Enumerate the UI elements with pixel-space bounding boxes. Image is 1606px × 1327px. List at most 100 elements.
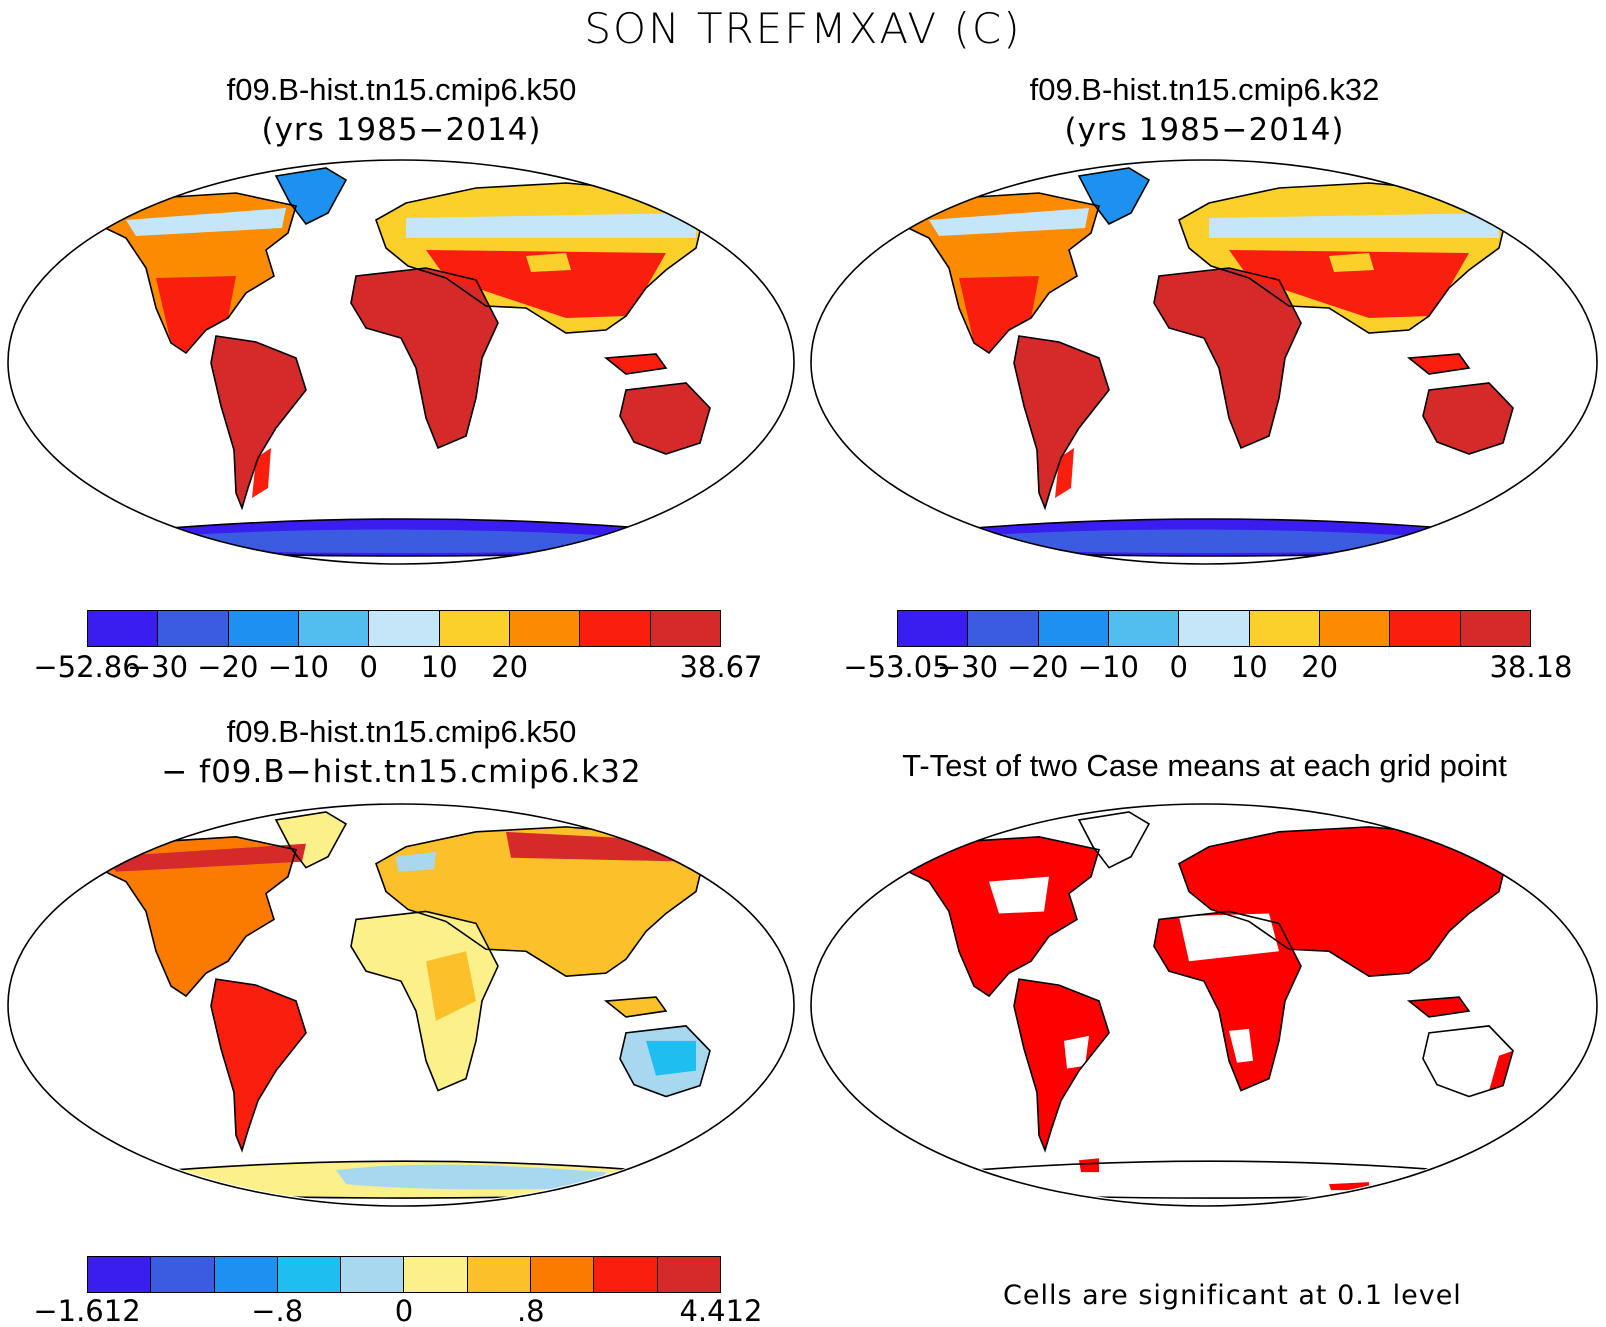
colorbar-ticks: −52.86 −30 −20 −10 0 10 20 38.67: [33, 650, 762, 684]
colorbar-swatch: [1179, 611, 1250, 646]
coastline-northAmerica: [903, 836, 1101, 998]
coastline-australia: [619, 382, 711, 455]
field-region: [1229, 1028, 1253, 1063]
significance-note: Cells are significant at 0.1 level: [1003, 1280, 1462, 1311]
colorbar-swatch: [1038, 611, 1109, 646]
coastline-africa: [350, 910, 499, 1092]
field-region: [106, 843, 306, 872]
panel-title: f09.B-hist.tn15.cmip6.k50: [226, 72, 577, 107]
colorbar-swatch: [88, 1257, 152, 1292]
landmass-eurasia: [376, 826, 706, 977]
coastline-indonesia: [1406, 353, 1471, 375]
colorbar-tick-label: −10: [267, 650, 329, 684]
colorbar-swatch: [439, 611, 510, 646]
colorbar: [87, 610, 721, 647]
colorbar-swatch: [1390, 611, 1461, 646]
panel-subtitle: − f09.B−hist.tn15.cmip6.k32: [161, 754, 642, 790]
colorbar-tick-label: −10: [1077, 650, 1139, 684]
coastline-greenland: [1077, 811, 1151, 869]
world-map: [810, 159, 1598, 565]
field-region: [1489, 1050, 1513, 1091]
field-region: [1209, 213, 1499, 238]
coastline-southAmerica: [210, 335, 307, 511]
field-region: [1064, 1035, 1089, 1069]
panel-subtitle: (yrs 1985−2014): [1064, 112, 1345, 148]
landmass-eurasia: [1179, 826, 1509, 977]
colorbar: [87, 1256, 721, 1293]
coastline-indonesia: [1406, 996, 1471, 1018]
colorbar-tick-label: −20: [197, 650, 259, 684]
coastline-eurasia: [375, 182, 707, 334]
panel-title: f09.B-hist.tn15.cmip6.k50: [226, 714, 577, 749]
coastline-greenland: [274, 811, 348, 869]
field-region: [396, 851, 436, 872]
coastline-indonesia: [603, 353, 668, 375]
colorbar-swatch: [968, 611, 1039, 646]
landmass-australia: [1423, 383, 1513, 454]
coastline-greenland: [274, 167, 348, 226]
panel-k32: f09.B-hist.tn15.cmip6.k32 (yrs 1985−2014…: [803, 0, 1606, 684]
landmass-greenland: [276, 811, 346, 868]
field-region: [646, 1040, 696, 1076]
landmass-africa: [1154, 268, 1301, 448]
coastline-northAmerica: [100, 836, 298, 998]
landmass-northAmerica: [904, 836, 1099, 997]
map-border: [7, 803, 795, 1207]
panel-k50: f09.B-hist.tn15.cmip6.k50 (yrs 1985−2014…: [0, 0, 803, 684]
map-border: [810, 159, 1598, 565]
colorbar: [897, 610, 1531, 647]
colorbar-tick-label: 20: [491, 650, 529, 684]
colorbar-swatch: [1460, 611, 1530, 646]
colorbar-tick-label: −20: [1007, 650, 1069, 684]
panel-subtitle: (yrs 1985−2014): [261, 112, 542, 148]
world-map: [810, 803, 1598, 1207]
coastline-australia: [1422, 1025, 1514, 1098]
coastline-southAmerica: [1013, 978, 1110, 1153]
coastline-indonesia: [603, 996, 668, 1018]
colorbar-swatch: [657, 1257, 720, 1292]
coastline-africa: [1153, 910, 1302, 1092]
colorbar-swatch: [404, 1257, 468, 1292]
colorbar-tick-label: 10: [1230, 650, 1268, 684]
field-region: [236, 1005, 278, 1051]
colorbar-tick-label: 38.67: [679, 650, 763, 684]
colorbar-swatch: [594, 1257, 658, 1292]
colorbar-swatch: [298, 611, 370, 646]
map-border: [7, 159, 795, 565]
coastline-northAmerica: [903, 192, 1101, 355]
colorbar-tick-label: 4.412: [679, 1294, 763, 1327]
figure-title: SON TREFMXAV (C): [584, 4, 1022, 53]
panel-title: f09.B-hist.tn15.cmip6.k32: [1029, 72, 1380, 107]
coastline-eurasia: [1178, 182, 1510, 334]
colorbar-swatch: [580, 611, 651, 646]
coastline-australia: [1422, 382, 1514, 455]
colorbar-swatch: [650, 611, 720, 646]
landmass-greenland: [1079, 168, 1149, 224]
colorbar-tick-label: 38.18: [1489, 650, 1573, 684]
colorbar-tick-label: .8: [516, 1294, 545, 1327]
landmass-northAmerica: [101, 836, 296, 997]
coastline-southAmerica: [1013, 335, 1110, 511]
landmass-australia: [1423, 1025, 1513, 1097]
field-region: [969, 529, 1449, 553]
colorbar-swatch: [158, 611, 229, 646]
field-region: [1079, 1158, 1099, 1173]
landmass-greenland: [1079, 811, 1149, 868]
coastline-eurasia: [375, 826, 707, 977]
colorbar-tick-label: 0: [1169, 650, 1188, 684]
colorbar-swatch: [1249, 611, 1320, 646]
colorbar-swatch: [898, 611, 969, 646]
colorbar-tick-label: 10: [420, 650, 458, 684]
colorbar-tick-label: 20: [1301, 650, 1339, 684]
colorbar-tick-label: 0: [359, 650, 378, 684]
coastline-australia: [619, 1025, 711, 1098]
colorbar-ticks: −53.05 −30 −20 −10 0 10 20 38.18: [843, 650, 1572, 684]
field-region: [929, 208, 1089, 236]
colorbar-swatch: [214, 1257, 278, 1292]
panel-difference: f09.B-hist.tn15.cmip6.k50 − f09.B−hist.t…: [0, 680, 803, 1327]
field-region: [156, 276, 236, 353]
landmass-greenland: [276, 168, 346, 224]
coastline-eurasia: [1178, 826, 1510, 977]
field-region: [126, 208, 286, 236]
